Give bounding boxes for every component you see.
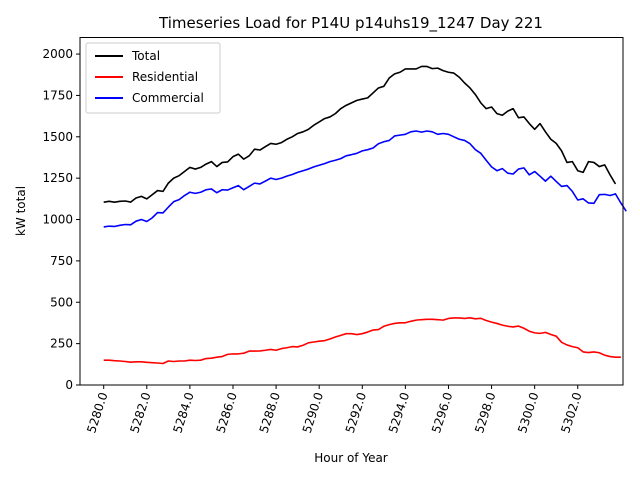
y-tick-label: 1750: [42, 88, 73, 102]
x-tick-label: 5298.0: [472, 391, 498, 435]
y-tick-label: 1500: [42, 130, 73, 144]
y-tick-label: 2000: [42, 47, 73, 61]
y-tick-label: 1000: [42, 213, 73, 227]
data-lines: [103, 65, 627, 365]
x-tick-label: 5292.0: [343, 391, 369, 435]
x-tick-label: 5294.0: [386, 391, 412, 435]
legend-box: [85, 42, 221, 114]
x-tick-label: 5284.0: [170, 391, 196, 435]
y-tick-label: 500: [50, 295, 73, 309]
series-line-total: [103, 65, 617, 203]
x-axis: 5280.0 5282.0 5284.0 5286.0 5288.0 5290.0 5292…: [84, 385, 585, 435]
plot-area: [79, 37, 627, 386]
legend-label-total: Total: [131, 49, 160, 63]
series-line-residential: [103, 317, 621, 365]
legend-label-residential: Residential: [132, 70, 198, 84]
chart-title: Timeseries Load for P14U p14uhs19_1247 D…: [158, 14, 543, 33]
x-tick-label: 5282.0: [127, 391, 153, 435]
x-tick-label: 5302.0: [558, 391, 584, 435]
y-tick-label: 1250: [42, 171, 73, 185]
x-axis-label: Hour of Year: [314, 451, 388, 465]
legend: Total Residential Commercial: [85, 42, 221, 114]
x-tick-label: 5286.0: [214, 391, 240, 435]
y-tick-label: 250: [50, 337, 73, 351]
y-axis: 0 250 500 750 1000 1250 1500 1750 2000: [42, 47, 80, 392]
x-tick-label: 5300.0: [515, 391, 541, 435]
x-tick-label: 5280.0: [84, 391, 110, 435]
x-tick-label: 5290.0: [300, 391, 326, 435]
plot-frame: [79, 37, 624, 386]
y-axis-label: kW total: [14, 186, 28, 236]
y-tick-label: 0: [65, 378, 73, 392]
series-line-commercial: [103, 130, 627, 228]
y-tick-label: 750: [50, 254, 73, 268]
x-tick-label: 5296.0: [429, 391, 455, 435]
x-tick-label: 5288.0: [257, 391, 283, 435]
legend-label-commercial: Commercial: [132, 91, 204, 105]
